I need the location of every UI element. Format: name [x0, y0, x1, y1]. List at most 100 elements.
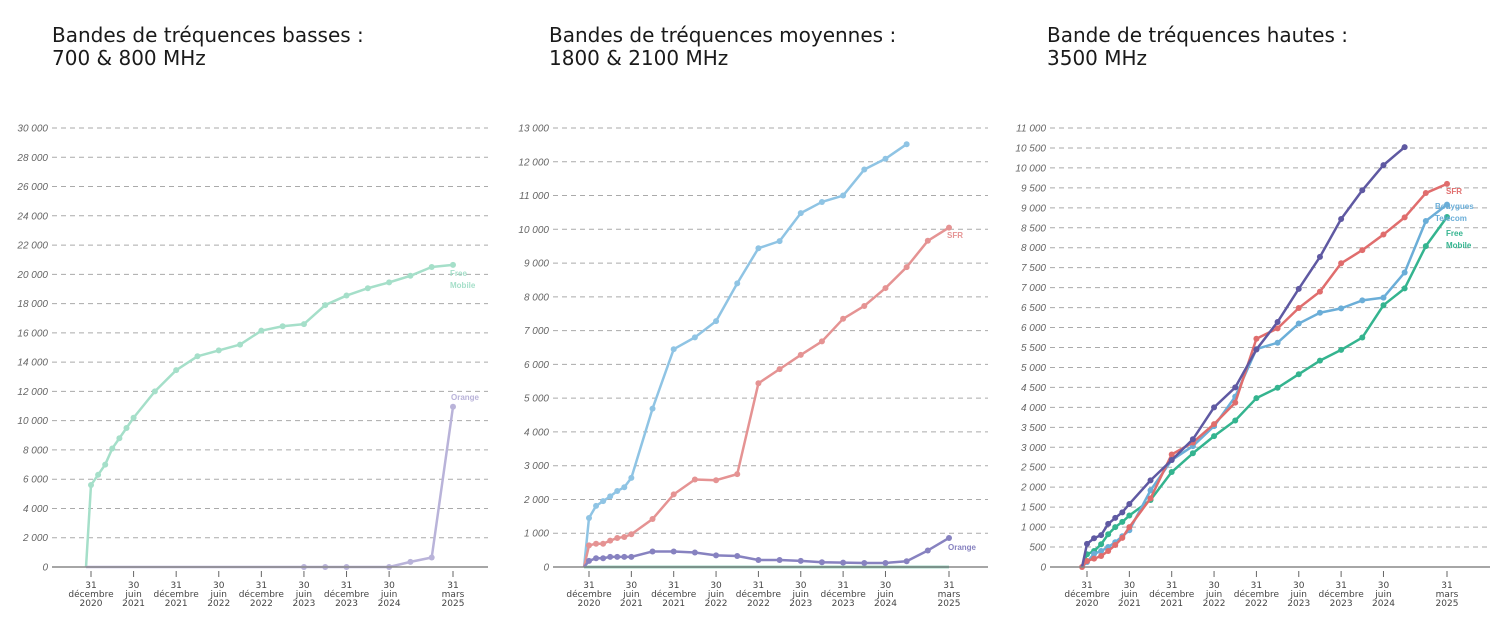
x-tick-label: mars [442, 590, 465, 600]
data-point [734, 280, 741, 287]
y-tick-label: 10 500 [1015, 143, 1046, 154]
data-point [614, 488, 621, 495]
x-tick-label: juin [622, 590, 639, 600]
x-tick-label: 30 [298, 581, 310, 591]
data-point [1211, 421, 1218, 428]
data-point [130, 414, 137, 421]
data-point [1098, 548, 1105, 555]
series-line [84, 263, 454, 568]
data-point [109, 445, 116, 452]
data-point [755, 557, 762, 564]
series-label: Telecom [1435, 214, 1467, 223]
data-point [628, 474, 635, 481]
data-point [1112, 542, 1119, 549]
data-point [1098, 541, 1105, 548]
x-tick-label: 2023 [1330, 599, 1353, 609]
x-tick-label: 2025 [442, 599, 465, 609]
x-tick-label: 31 [583, 581, 594, 591]
data-point [1422, 243, 1429, 250]
x-tick-label: 2021 [165, 599, 188, 609]
data-point [593, 555, 600, 562]
y-tick-label: 0 [42, 563, 48, 574]
series-sfr: SFR [1079, 180, 1462, 570]
data-point [1422, 217, 1429, 224]
data-point [1444, 201, 1450, 208]
x-tick-label: juin [210, 590, 227, 600]
x-tick-label: décembre [736, 589, 782, 600]
data-point [1253, 335, 1260, 342]
x-tick-label: 30 [128, 581, 140, 591]
y-tick-label: 9 000 [524, 259, 549, 270]
data-point [1253, 395, 1260, 402]
data-point [1084, 558, 1090, 565]
series-label: SFR [947, 231, 963, 240]
y-tick-label: 10 000 [518, 225, 549, 236]
x-tick-label: 2025 [1436, 599, 1459, 609]
chart-2-title: Bandes de tréquences moyennes : 1800 & 2… [549, 24, 896, 70]
data-point [628, 553, 635, 560]
data-point [1359, 187, 1366, 194]
data-point [1295, 304, 1302, 311]
y-tick-label: 7 500 [1021, 263, 1046, 274]
data-point [755, 380, 762, 387]
chart-3-title-line-1: Bande de tréquences hautes : [1047, 23, 1348, 47]
x-tick-label: 2023 [335, 599, 358, 609]
x-tick-label: 2021 [662, 599, 685, 609]
chart-3-title-line-2: 3500 MHz [1047, 46, 1148, 70]
x-tick-label: 2023 [832, 599, 855, 609]
x-tick-label: 2020 [1076, 599, 1099, 609]
x-tick-label: 2021 [1118, 599, 1141, 609]
x-tick-label: juin [707, 590, 724, 600]
chart-1: 0 2 000 4 000 6 000 8 000 10 000 12 000 14 000 1… [16, 124, 488, 609]
series-orange: Orange [583, 534, 977, 568]
x-tick-label: 31 [1441, 581, 1452, 591]
data-point [407, 558, 414, 565]
x-tick-label: décembre [651, 589, 697, 600]
data-point [1338, 260, 1345, 267]
data-point [776, 238, 783, 245]
y-tick-label: 8 500 [1021, 223, 1046, 234]
x-tick-label: juin [1120, 590, 1137, 600]
data-point [903, 558, 910, 565]
data-point [173, 367, 180, 374]
y-tick-label: 1 500 [1021, 503, 1046, 514]
data-point [691, 549, 698, 556]
x-tick-label: 2021 [122, 599, 145, 609]
x-tick-label: 2022 [1245, 599, 1268, 609]
data-point [1316, 357, 1323, 364]
data-point [607, 493, 614, 500]
x-tick-label: 2023 [292, 599, 315, 609]
x-tick-label: juin [124, 590, 141, 600]
x-tick-label: 2025 [938, 599, 961, 609]
y-tick-label: 7 000 [524, 326, 549, 337]
data-point [1084, 540, 1090, 547]
y-tick-label: 30 000 [17, 124, 48, 135]
y-tick-label: 10 000 [1015, 163, 1046, 174]
data-point [1338, 346, 1345, 353]
y-tick-label: 16 000 [17, 328, 48, 339]
y-tick-label: 6 000 [1021, 323, 1046, 334]
series-label: SFR [1446, 187, 1462, 196]
x-tick-label: 30 [626, 581, 638, 591]
chart-2-title-line-1: Bandes de tréquences moyennes : [549, 23, 897, 47]
y-tick-label: 1 000 [1021, 523, 1046, 534]
series-line [582, 143, 908, 568]
x-tick-label: 31 [341, 581, 352, 591]
x-tick-label: 2024 [378, 599, 401, 609]
data-point [882, 155, 889, 162]
y-tick-label: 13 000 [518, 124, 549, 135]
data-point [1211, 433, 1218, 440]
data-point [600, 498, 607, 505]
x-tick-label: 31 [1335, 581, 1346, 591]
data-point [1211, 404, 1218, 411]
x-tick-label: 31 [1081, 581, 1092, 591]
data-point [1119, 534, 1126, 541]
data-point [1091, 550, 1098, 557]
series-label: Free [450, 269, 467, 278]
data-point [1168, 451, 1175, 458]
data-point [123, 424, 130, 431]
series-free-mobile: Free Mobile [1080, 213, 1472, 568]
data-point [1168, 457, 1175, 464]
data-point [428, 264, 435, 271]
x-tick-label: 30 [1293, 581, 1305, 591]
